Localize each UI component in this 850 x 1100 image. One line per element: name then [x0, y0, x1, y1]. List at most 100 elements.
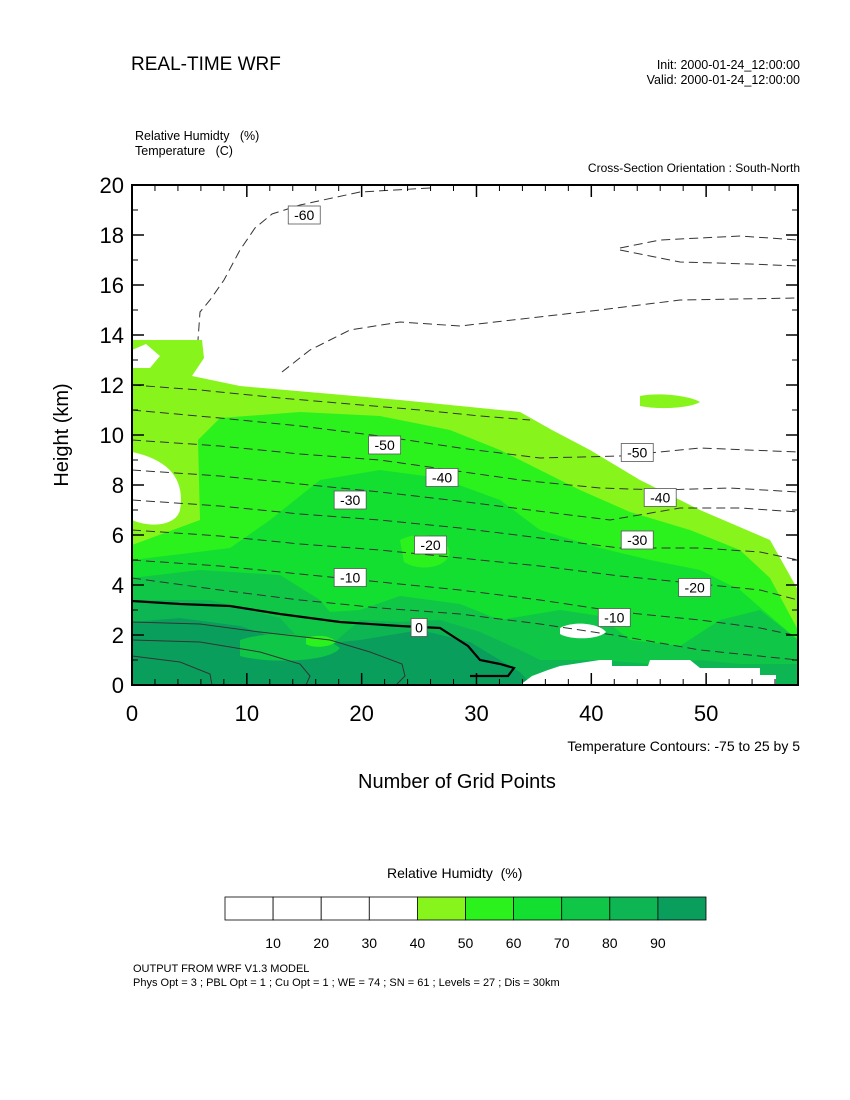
colorbar-swatch: [224, 896, 274, 921]
rh-fill-40-patch: [640, 394, 700, 409]
temperature-label-box: [620, 530, 654, 550]
temp-contour: [132, 577, 798, 661]
temperature-label: -30: [627, 532, 647, 548]
init-time: Init: 2000-01-24_12:00:00: [656, 58, 800, 72]
colorbar-swatch: [320, 896, 370, 921]
temperature-label-box: [410, 618, 428, 637]
rh-fill-layers: [132, 185, 798, 685]
temperature-label: -10: [604, 610, 624, 626]
x-axis: 0 10 20 30 40 50: [126, 185, 799, 726]
temperature-label-box: [425, 468, 459, 487]
colorbar-swatch: [416, 896, 466, 921]
colorbar: 10 20 30 40 50 60 70 80 90: [224, 896, 707, 951]
temperature-contours-note: Temperature Contours: -75 to 25 by 5: [567, 738, 800, 754]
temperature-label-box: [678, 578, 712, 597]
temp-contour: [132, 409, 798, 459]
temp-contour: [619, 235, 798, 249]
temperature-labels: -60 -50 -50 -40 -40 -30 -30 -20 -20 -10 -10 0: [287, 205, 712, 637]
y-tick-label: 4: [112, 573, 124, 598]
y-tick-label: 20: [100, 173, 124, 198]
zero-contour: [132, 599, 516, 678]
temp-contour: [132, 469, 798, 521]
temperature-label: -30: [340, 492, 360, 508]
x-tick-label: 10: [235, 701, 259, 726]
init-valid-time: Init: 2000-01-24_12:00:00 Valid: 2000-01…: [647, 58, 800, 88]
variable-temperature: Temperature (C): [135, 144, 233, 158]
colorbar-level-label: 80: [602, 935, 618, 951]
temperature-label: -20: [685, 580, 705, 596]
colorbar-swatch: [657, 896, 707, 921]
temperature-label-box: [333, 568, 367, 587]
temperature-label: -50: [627, 445, 647, 461]
temperature-label-box: [597, 608, 631, 627]
temp-contour: [132, 621, 406, 685]
temperature-contours-positive: [132, 599, 516, 685]
y-tick-label: 2: [112, 623, 124, 648]
footer-model: OUTPUT FROM WRF V1.3 MODEL: [133, 963, 310, 975]
y-axis: 0 2 4 6 8 10 12 14 16 18 20: [100, 173, 798, 698]
variable-rh: Relative Humidty (%): [135, 129, 260, 143]
colorbar-swatch: [465, 896, 514, 921]
temp-contour: [281, 297, 798, 373]
y-tick-label: 18: [100, 223, 124, 248]
temp-contour: [132, 384, 531, 421]
x-axis-label: Number of Grid Points: [358, 771, 556, 793]
temp-contour: [197, 187, 431, 341]
x-tick-label: 20: [349, 701, 373, 726]
temperature-label-box: [643, 488, 677, 507]
temperature-label: -60: [294, 207, 314, 223]
temp-contour: [132, 499, 798, 561]
y-tick-label: 16: [100, 273, 124, 298]
y-axis-label: Height (km): [51, 383, 73, 486]
footer-options: Phys Opt = 3 ; PBL Opt = 1 ; Cu Opt = 1 …: [133, 977, 560, 989]
temperature-label-box: [414, 535, 447, 555]
temperature-label: -40: [650, 490, 670, 506]
terrain: [520, 660, 776, 685]
temperature-label-box: [287, 205, 321, 225]
y-tick-label: 8: [112, 473, 124, 498]
temp-contour: [619, 249, 798, 267]
x-tick-label: 50: [694, 701, 718, 726]
y-tick-label: 0: [112, 673, 124, 698]
y-tick-label: 6: [112, 523, 124, 548]
temp-contour: [132, 439, 798, 493]
temperature-label-box: [620, 443, 654, 462]
colorbar-level-label: 30: [362, 935, 378, 951]
colorbar-level-label: 10: [265, 935, 281, 951]
colorbar-level-label: 40: [410, 935, 426, 951]
temp-contour: [132, 529, 798, 601]
temperature-label: -40: [432, 470, 452, 486]
y-tick-label: 12: [100, 373, 124, 398]
temp-contour: [132, 559, 798, 637]
temperature-label: 0: [415, 620, 423, 636]
x-tick-label: 30: [464, 701, 488, 726]
x-tick-label: 40: [579, 701, 603, 726]
valid-time: Valid: 2000-01-24_12:00:00: [646, 73, 800, 87]
colorbar-swatch: [609, 896, 659, 921]
footer: OUTPUT FROM WRF V1.3 MODEL Phys Opt = 3 …: [133, 962, 560, 990]
temperature-label: -20: [420, 537, 440, 553]
y-tick-label: 10: [100, 423, 124, 448]
temperature-contours: [132, 187, 798, 661]
orientation-note: Cross-Section Orientation : South-North: [587, 161, 800, 175]
temp-contour: [132, 655, 213, 685]
temperature-label-box: [368, 435, 402, 455]
temperature-label-box: [333, 490, 367, 510]
colorbar-level-label: 70: [554, 935, 570, 951]
chart-title: REAL-TIME WRF: [131, 54, 281, 75]
temperature-label: -50: [375, 437, 395, 453]
colorbar-swatch: [368, 896, 418, 921]
temperature-label: -10: [340, 570, 360, 586]
colorbar-swatch: [561, 896, 611, 921]
colorbar-swatch: [513, 896, 563, 921]
x-tick-label: 0: [126, 701, 138, 726]
colorbar-level-label: 60: [506, 935, 522, 951]
y-tick-label: 14: [100, 323, 124, 348]
colorbar-level-label: 50: [458, 935, 474, 951]
colorbar-title: Relative Humidty (%): [387, 865, 523, 881]
colorbar-level-label: 20: [313, 935, 329, 951]
temp-contour: [132, 639, 311, 685]
colorbar-level-label: 90: [650, 935, 666, 951]
colorbar-swatch: [272, 896, 322, 921]
